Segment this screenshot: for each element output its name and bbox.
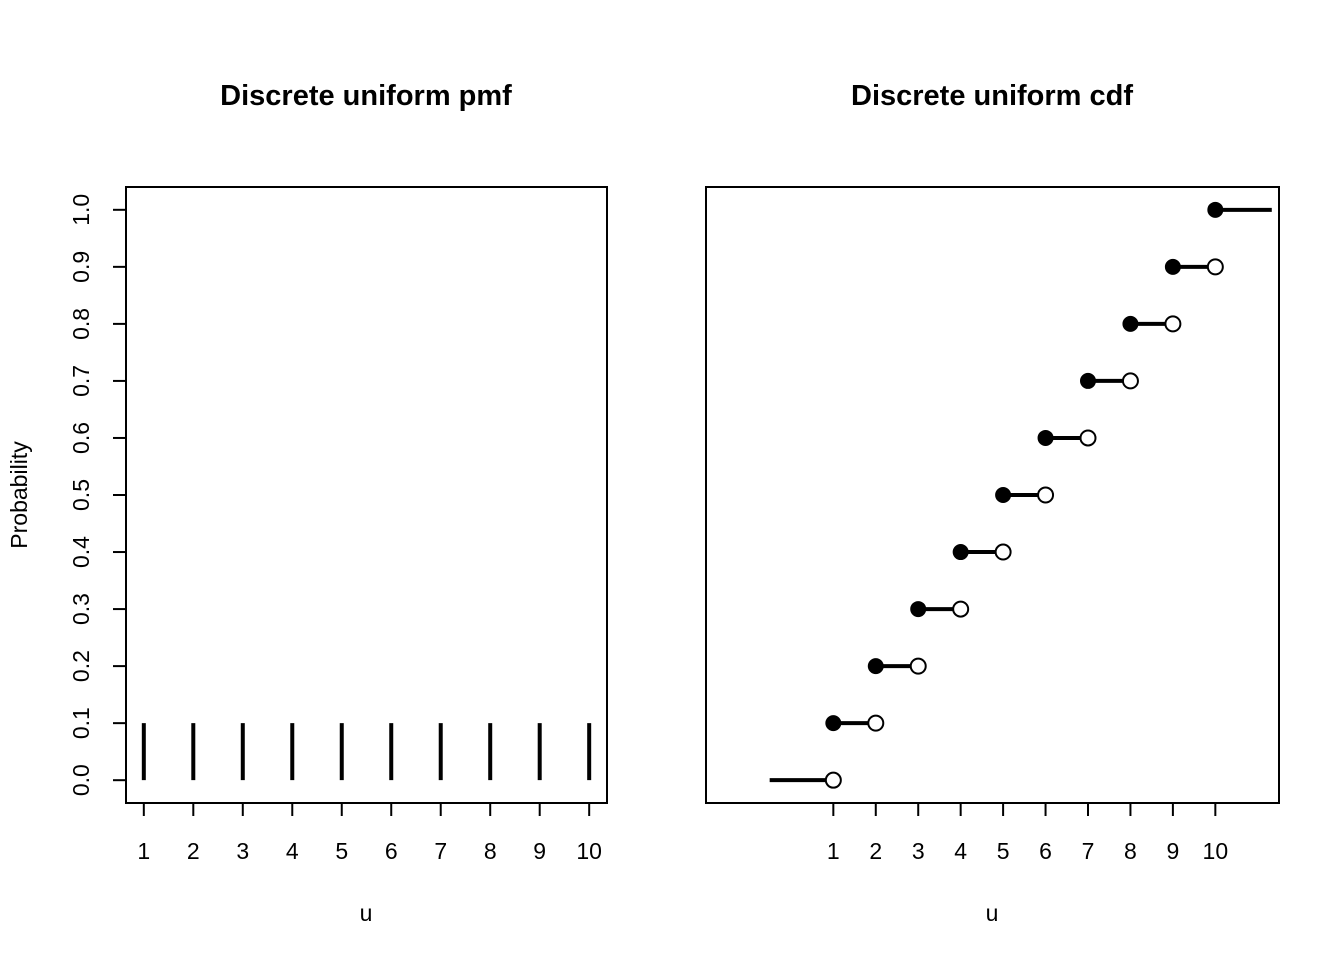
cdf-open-point-2 [909,657,927,675]
cdf-closed-point-10 [1207,201,1224,218]
cdf-x-tick-label-5: 5 [997,838,1010,864]
pmf-x-tick-label-5: 5 [335,838,348,864]
pmf-y-tick-label-1: 0.1 [68,707,94,739]
pmf-x-axis-label: u [360,900,373,926]
pmf-y-axis: 0.0 0.1 0.2 0.3 0.4 0.5 0.6 0.7 0.8 0.9 1.0 [68,194,127,796]
pmf-y-tick-label-4: 0.4 [68,536,94,568]
pmf-panel: Discrete uniform pmf 1 2 3 4 5 6 7 8 9 10 0.00.10… [6,80,608,926]
cdf-open-point-5 [1037,486,1055,504]
cdf-closed-point-3 [910,601,927,618]
pmf-y-tick-label-3: 0.3 [68,593,94,625]
pmf-x-tick-label-10: 10 [576,838,602,864]
cdf-closed-point-1 [825,715,842,732]
pmf-y-tick-label-0: 0.0 [68,764,94,796]
cdf-x-tick-label-3: 3 [912,838,925,864]
pmf-y-tick-label-8: 0.8 [68,308,94,340]
pmf-x-tick-label-4: 4 [286,838,299,864]
cdf-x-tick-label-6: 6 [1039,838,1052,864]
pmf-y-axis-label: Probability [6,441,32,549]
cdf-x-tick-label-1: 1 [827,838,840,864]
cdf-plot-frame [705,186,1280,804]
cdf-x-tick-label-7: 7 [1082,838,1095,864]
cdf-panel: Discrete uniform cdf 1 2 3 4 5 6 7 8 9 10 u [705,80,1280,926]
cdf-open-point-6 [1079,429,1097,447]
pmf-marks [141,723,592,781]
pmf-y-tick-label-9: 0.9 [68,251,94,283]
cdf-x-axis-label: u [986,900,999,926]
pmf-y-tick-label-2: 0.2 [68,650,94,682]
pmf-title: Discrete uniform pmf [220,80,512,112]
pmf-x-axis: 1 2 3 4 5 6 7 8 9 10 [137,802,602,864]
pmf-x-tick-label-3: 3 [236,838,249,864]
pmf-y-tick-label-6: 0.6 [68,422,94,454]
cdf-closed-point-7 [1080,372,1096,389]
cdf-x-tick-label-10: 10 [1203,838,1229,864]
cdf-title: Discrete uniform cdf [851,80,1133,112]
cdf-open-point-1 [867,714,885,732]
pmf-x-tick-label-6: 6 [385,838,398,864]
cdf-open-point-3 [952,600,970,618]
pmf-y-tick-label-5: 0.5 [68,479,94,511]
cdf-x-axis: 1 2 3 4 5 6 7 8 9 10 [827,802,1229,864]
cdf-closed-point-5 [995,487,1012,503]
cdf-marks [769,201,1272,789]
cdf-open-point-4 [994,543,1012,561]
cdf-x-tick-label-2: 2 [869,838,882,864]
cdf-open-point-9 [1206,258,1224,276]
cdf-closed-point-9 [1164,258,1181,275]
cdf-x-tick-label-4: 4 [954,838,967,864]
cdf-closed-point-4 [952,544,969,561]
cdf-open-point-0 [824,771,842,789]
pmf-y-tick-label-10: 1.0 [68,194,94,226]
cdf-closed-point-2 [867,658,884,675]
pmf-y-tick-label-7: 0.7 [68,365,94,397]
pmf-x-tick-label-7: 7 [434,838,447,864]
pmf-x-tick-label-9: 9 [533,838,546,864]
cdf-closed-point-8 [1122,315,1139,332]
pmf-x-tick-label-8: 8 [484,838,497,864]
cdf-x-tick-label-9: 9 [1166,838,1179,864]
pmf-plot-frame [125,186,608,804]
cdf-open-point-8 [1164,315,1182,333]
cdf-closed-point-6 [1037,429,1054,446]
cdf-x-tick-label-8: 8 [1124,838,1137,864]
cdf-open-point-7 [1121,372,1139,390]
pmf-x-tick-label-1: 1 [137,838,150,864]
pmf-x-tick-label-2: 2 [187,838,200,864]
